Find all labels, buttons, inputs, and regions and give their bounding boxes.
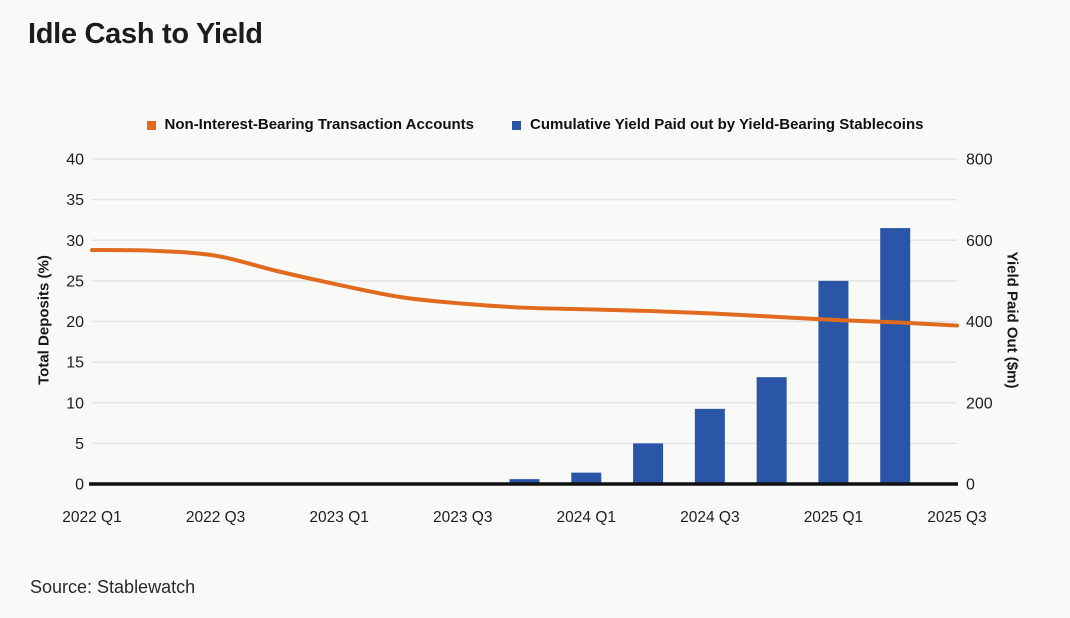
chart-title: Idle Cash to Yield — [28, 18, 263, 50]
x-tick-label: 2022 Q1 — [62, 509, 121, 526]
y-tick-label-right: 600 — [966, 233, 993, 250]
legend-item-transaction-accounts: Non-Interest-Bearing Transaction Account… — [146, 116, 475, 133]
x-tick-label: 2024 Q1 — [557, 509, 616, 526]
x-tick-label: 2022 Q3 — [186, 509, 245, 526]
bar-2024-Q1 — [571, 472, 602, 484]
line-series-path — [90, 248, 959, 328]
x-tick-label: 2024 Q3 — [680, 509, 739, 526]
x-tick-label: 2023 Q1 — [309, 509, 368, 526]
bar-2024-Q2 — [633, 443, 664, 484]
x-tick-label: 2023 Q3 — [433, 509, 492, 526]
source-note: Source: Stablewatch — [30, 577, 196, 597]
legend-marker-blue-square-icon — [512, 120, 522, 130]
y-tick-label-left: 20 — [66, 314, 84, 331]
legend-marker-orange-square-icon — [146, 120, 156, 130]
y-tick-label-left: 5 — [75, 436, 84, 453]
bar-2024-Q4 — [756, 377, 787, 484]
bar-2024-Q3 — [694, 408, 725, 484]
x-tick-label: 2025 Q3 — [927, 509, 986, 526]
y-tick-label-right: 0 — [966, 477, 975, 494]
y-tick-label-left: 40 — [66, 152, 84, 169]
y-tick-label-left: 35 — [66, 192, 84, 209]
y-tick-label-right: 800 — [966, 152, 993, 169]
y-tick-label-left: 0 — [75, 477, 84, 494]
y-tick-label-right: 400 — [966, 314, 993, 331]
y-tick-label-left: 15 — [66, 355, 84, 372]
bar-2025-Q1 — [818, 280, 849, 484]
legend-item-cumulative-yield: Cumulative Yield Paid out by Yield-Beari… — [512, 116, 923, 133]
y-tick-label-left: 10 — [66, 395, 84, 412]
x-tick-label: 2025 Q1 — [804, 509, 863, 526]
bar-2025-Q2 — [880, 228, 911, 484]
legend: Non-Interest-Bearing Transaction Account… — [0, 116, 1070, 133]
bar-2023-Q4 — [509, 479, 540, 484]
legend-label-cumulative-yield: Cumulative Yield Paid out by Yield-Beari… — [530, 116, 924, 133]
y-tick-label-right: 200 — [966, 395, 993, 412]
y-tick-label-left: 25 — [66, 273, 84, 290]
legend-label-transaction-accounts: Non-Interest-Bearing Transaction Account… — [164, 116, 475, 133]
y-tick-label-left: 30 — [66, 233, 84, 250]
